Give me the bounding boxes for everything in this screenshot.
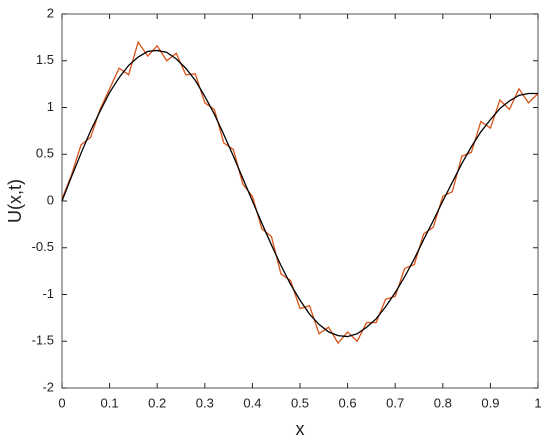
x-tick-label: 0.7 [386, 395, 404, 410]
y-tick-label: -2 [42, 379, 54, 394]
x-axis-label: x [296, 419, 305, 439]
x-tick-label: 0.3 [196, 395, 214, 410]
y-tick-label: -1.5 [32, 333, 54, 348]
x-tick-label: 0.2 [148, 395, 166, 410]
data-line [61, 49, 538, 338]
y-tick-label: 0.5 [36, 146, 54, 161]
y-tick-label: 0 [47, 192, 54, 207]
y-tick-label: -0.5 [32, 239, 54, 254]
x-tick-label: 0.1 [101, 395, 119, 410]
data-line [61, 40, 539, 345]
x-tick-label: 0.4 [243, 395, 261, 410]
y-tick-label: -1 [42, 286, 54, 301]
x-tick-label: 0.8 [434, 395, 452, 410]
x-tick-label: 1 [534, 395, 541, 410]
y-axis-label: U(x,t) [5, 179, 25, 223]
y-tick-label: 1.5 [36, 52, 54, 67]
y-tick-label: 1 [47, 99, 54, 114]
x-tick-label: 0.6 [339, 395, 357, 410]
plot-frame [61, 13, 539, 389]
x-tick-label: 0.5 [291, 395, 309, 410]
x-tick-label: 0.9 [481, 395, 499, 410]
y-tick-label: 2 [47, 5, 54, 20]
x-tick-label: 0 [58, 395, 65, 410]
